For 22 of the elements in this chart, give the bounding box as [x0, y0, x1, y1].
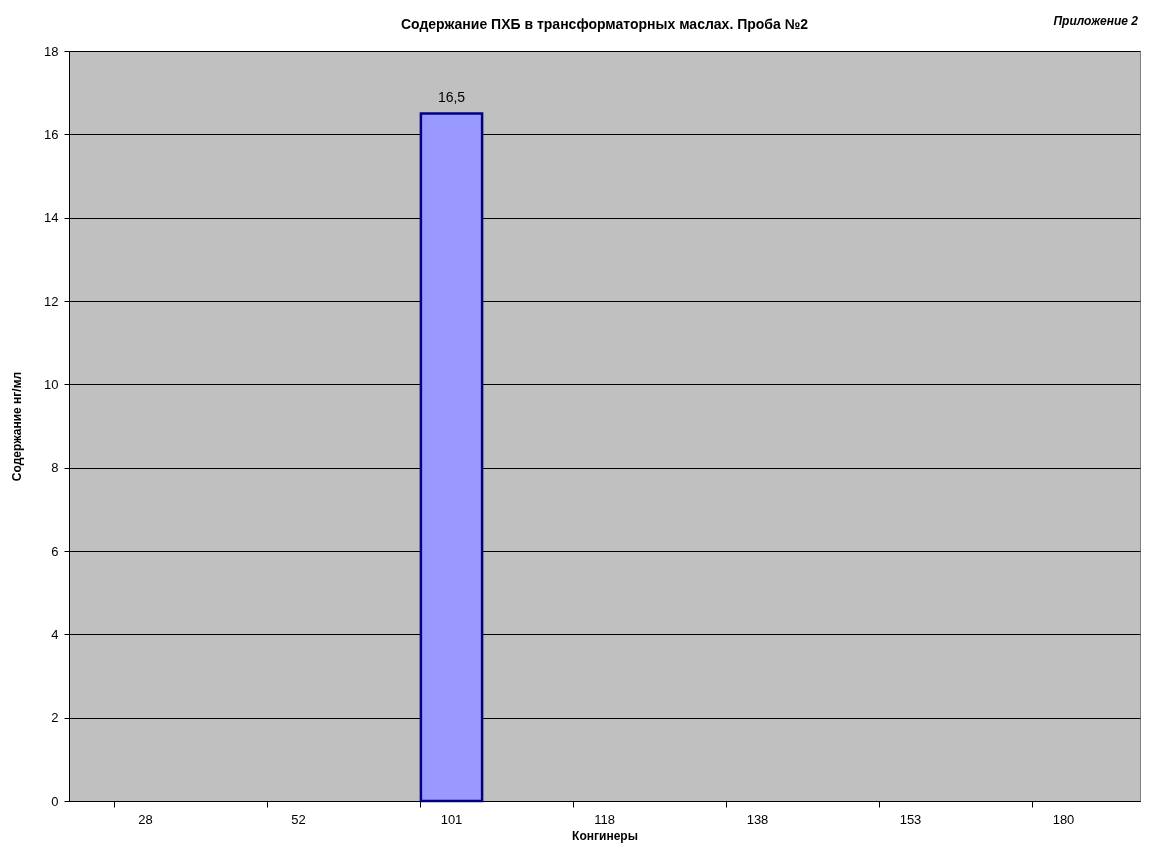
- y-tick-label: 12: [44, 293, 59, 309]
- data-label: 16,5: [437, 88, 466, 105]
- y-tick-label: 2: [51, 710, 59, 726]
- chart-title: Содержание ПХБ в трансформаторных маслах. Проба №2: [400, 16, 809, 32]
- x-tick-label: 101: [440, 811, 463, 827]
- y-axis-title: Содержание нг/мл: [10, 371, 25, 482]
- x-tick-label: 153: [899, 811, 922, 827]
- y-tick-label: 14: [44, 210, 59, 226]
- x-tick-label: 138: [746, 811, 769, 827]
- y-tick-label: 4: [51, 626, 59, 642]
- x-axis-title: Конгинеры: [572, 828, 638, 843]
- y-tick-label: 0: [51, 793, 59, 809]
- y-tick-label: 8: [51, 460, 59, 476]
- x-tick-label: 180: [1052, 811, 1075, 827]
- y-tick-label: 18: [44, 43, 59, 59]
- y-tick-label: 6: [51, 543, 59, 559]
- y-tick-label: 10: [44, 376, 59, 392]
- text: Приложение 2: [1053, 14, 1139, 28]
- x-tick-label: 28: [138, 811, 153, 827]
- x-tick-label: 52: [291, 811, 306, 827]
- y-tick-label: 16: [44, 126, 59, 142]
- x-tick-label: 118: [594, 811, 615, 827]
